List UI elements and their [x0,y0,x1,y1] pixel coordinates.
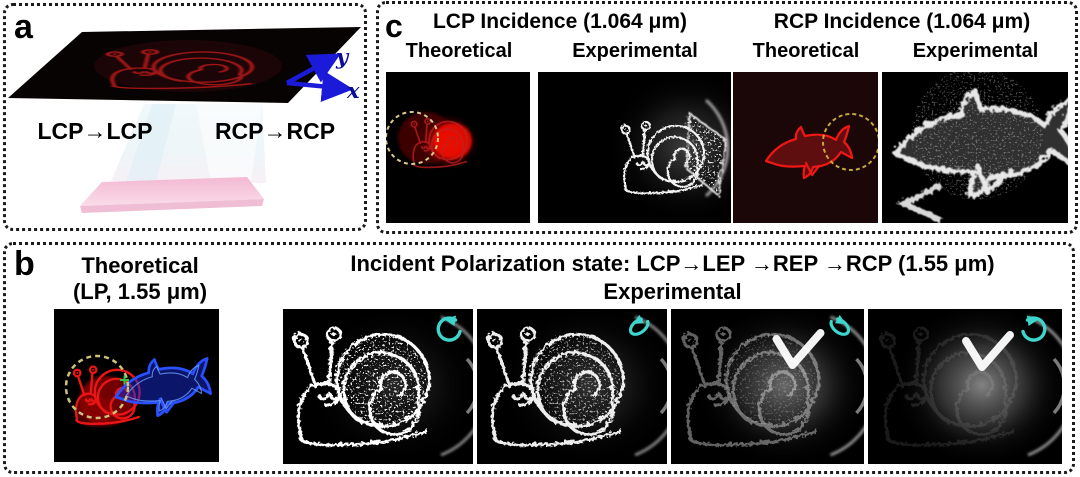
circular-ccw-rotation-icon [429,315,465,345]
lcp-to-lcp-label: LCP→LCP [37,118,153,144]
bright-check-graphic [962,331,1014,371]
panel-a-letter: a [14,8,33,46]
elliptical-cw-rotation-icon [820,315,856,345]
rcp-theoretical-column-label: Theoretical [752,40,860,62]
dolphin-outline-graphic [765,125,853,179]
rcp-experimental-column-label: Experimental [912,40,1039,62]
rcp-experimental-image [882,72,1068,223]
axis-y-label: y [336,44,349,69]
experimental-image-rep [671,309,864,464]
rcp-to-rcp-label: RCP→RCP [214,118,336,144]
dashed-circle-marker [64,354,130,420]
panel-b: b Theoretical (LP, 1.55 μm) Incid [3,242,1075,474]
rcp-theoretical-image [733,72,878,223]
lcp-theoretical-column-label: Theoretical [405,40,513,62]
experimental-image-lcp [283,309,473,464]
rcp-incidence-title: RCP Incidence (1.064 μm) [773,10,1031,33]
panel-c-letter: c [385,8,403,44]
lcp-theoretical-image [386,72,530,223]
incident-polarization-title: Incident Polarization state: LCP→LEP →RE… [350,251,995,276]
lcp-experimental-column-label: Experimental [572,40,698,62]
theoretical-subtitle: (LP, 1.55 μm) [72,279,208,304]
dashed-circle-marker [386,111,439,165]
dashed-circle-marker [822,113,878,171]
pedestal-graphic [111,104,266,183]
panel-a: a [3,3,367,231]
experimental-image-rcp [868,309,1062,464]
lcp-experimental-image [538,72,731,223]
xy-axes-icon [285,53,354,102]
lcp-incidence-title: LCP Incidence (1.064 μm) [432,10,688,33]
panel-c: c LCP Incidence (1.064 μm) RCP Incidence… [376,1,1078,234]
theoretical-title: Theoretical [81,253,199,278]
metasurface-plane [8,27,361,103]
chevron-graphic [894,181,942,222]
bright-check-graphic [772,329,825,369]
experimental-image-lep [477,309,667,464]
lp-theoretical-image [54,309,219,462]
metasurface-schematic [8,27,361,213]
substrate-graphic [80,177,264,213]
axis-x-label: x [347,78,360,103]
circular-cw-rotation-icon [1018,315,1054,345]
experimental-subtitle: Experimental [603,279,742,304]
panel-b-letter: b [14,245,35,283]
elliptical-ccw-rotation-icon [623,315,659,345]
green-cross-marker [120,375,129,385]
